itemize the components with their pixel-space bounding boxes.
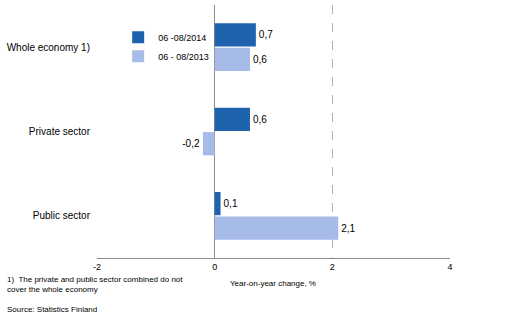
svg-text:2: 2 bbox=[330, 262, 335, 272]
svg-text:Whole economy 1): Whole economy 1) bbox=[7, 42, 90, 53]
svg-text:Public sector: Public sector bbox=[33, 210, 91, 221]
svg-text:0,6: 0,6 bbox=[253, 54, 267, 65]
svg-text:-2: -2 bbox=[93, 262, 101, 272]
svg-text:1) The private and public sec: 1) The private and public sector combine… bbox=[7, 275, 183, 284]
svg-text:0,1: 0,1 bbox=[224, 198, 238, 209]
svg-text:2,1: 2,1 bbox=[341, 223, 355, 234]
svg-text:Year-on-year change, %: Year-on-year change, % bbox=[230, 279, 316, 288]
svg-text:06 -08/2014: 06 -08/2014 bbox=[158, 33, 206, 43]
svg-text:0,7: 0,7 bbox=[259, 29, 273, 40]
svg-text:Private sector: Private sector bbox=[29, 126, 91, 137]
svg-text:-0,2: -0,2 bbox=[182, 138, 200, 149]
svg-text:06 - 08/2013: 06 - 08/2013 bbox=[158, 52, 209, 62]
svg-text:4: 4 bbox=[447, 262, 452, 272]
svg-text:0,6: 0,6 bbox=[253, 114, 267, 125]
svg-text:0: 0 bbox=[212, 262, 217, 272]
svg-text:cover the whole economy: cover the whole economy bbox=[7, 285, 98, 294]
svg-text:Source: Statistics Finland: Source: Statistics Finland bbox=[7, 305, 97, 314]
